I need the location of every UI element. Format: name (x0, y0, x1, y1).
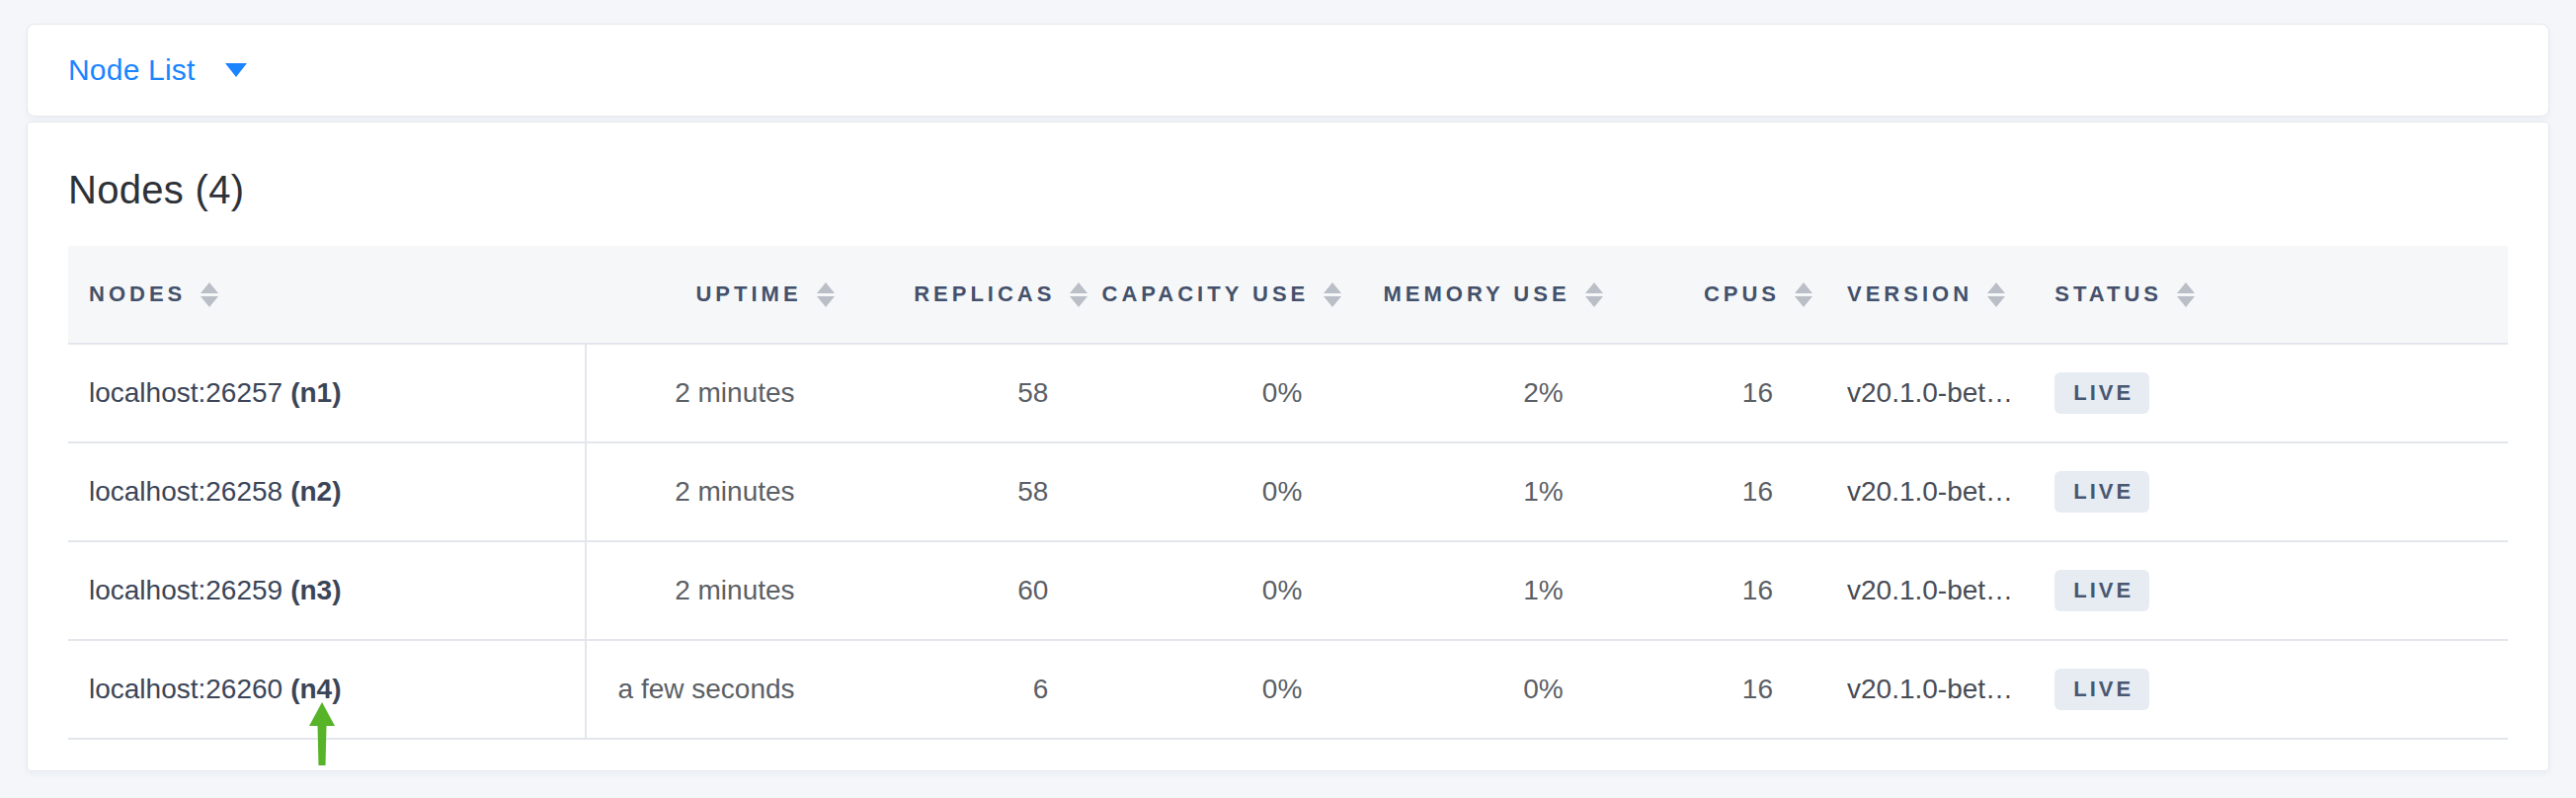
memory-use-cell: 1% (1341, 541, 1602, 640)
page-title: Nodes (4) (68, 122, 2508, 212)
uptime-cell: 2 minutes (586, 541, 835, 640)
nodes-table-body: localhost:26257 (n1) 2 minutes 58 0% 2% 1… (68, 344, 2508, 739)
cpus-cell: 16 (1603, 344, 1812, 442)
status-cell: LIVE (2032, 640, 2508, 739)
sort-icon (1585, 282, 1603, 307)
capacity-use-cell: 0% (1087, 640, 1341, 739)
capacity-use-cell: 0% (1087, 442, 1341, 541)
column-header-uptime[interactable]: UPTIME (586, 246, 835, 344)
column-label: NODES (89, 279, 186, 309)
replicas-cell: 60 (835, 541, 1088, 640)
sort-icon (2177, 282, 2195, 307)
sort-icon (1070, 282, 1087, 307)
column-header-status[interactable]: STATUS (2032, 246, 2508, 344)
version-cell: v20.1.0-bet… (1812, 640, 2032, 739)
column-label: CPUS (1704, 279, 1780, 309)
version-cell: v20.1.0-bet… (1812, 344, 2032, 442)
column-header-capacity-use[interactable]: CAPACITY USE (1087, 246, 1341, 344)
uptime-cell: a few seconds (586, 640, 835, 739)
node-address-cell: localhost:26259 (n3) (68, 541, 586, 640)
status-badge: LIVE (2054, 669, 2149, 710)
column-label: REPLICAS (914, 279, 1055, 309)
memory-use-cell: 0% (1341, 640, 1602, 739)
node-table-row: localhost:26259 (n3) 2 minutes 60 0% 1% 1… (68, 541, 2508, 640)
replicas-cell: 6 (835, 640, 1088, 739)
memory-use-cell: 2% (1341, 344, 1602, 442)
node-address-cell: localhost:26258 (n2) (68, 442, 586, 541)
sort-icon (1324, 282, 1341, 307)
table-header-row: NODES UPTIME REPLICAS (68, 246, 2508, 344)
capacity-use-cell: 0% (1087, 344, 1341, 442)
node-address-cell: localhost:26257 (n1) (68, 344, 586, 442)
node-address: localhost:26259 (89, 575, 282, 605)
uptime-cell: 2 minutes (586, 344, 835, 442)
cpus-cell: 16 (1603, 442, 1812, 541)
caret-down-icon (225, 63, 247, 77)
node-id: (n3) (290, 575, 341, 605)
nodes-card: Nodes (4) NODES UPTIME (27, 121, 2549, 771)
status-cell: LIVE (2032, 344, 2508, 442)
sort-icon (201, 282, 218, 307)
replicas-cell: 58 (835, 442, 1088, 541)
node-id: (n1) (290, 377, 341, 408)
column-label: VERSION (1847, 279, 1972, 309)
annotation-arrow-icon (309, 702, 335, 765)
node-table-row: localhost:26257 (n1) 2 minutes 58 0% 2% 1… (68, 344, 2508, 442)
view-selector-dropdown[interactable]: Node List (68, 53, 247, 87)
nodes-table: NODES UPTIME REPLICAS (68, 246, 2508, 740)
view-selector-bar: Node List (27, 24, 2549, 117)
uptime-cell: 2 minutes (586, 442, 835, 541)
memory-use-cell: 1% (1341, 442, 1602, 541)
status-badge: LIVE (2054, 471, 2149, 513)
column-label: STATUS (2054, 279, 2162, 309)
node-address-cell: localhost:26260 (n4) (68, 640, 586, 739)
capacity-use-cell: 0% (1087, 541, 1341, 640)
view-selector-label: Node List (68, 53, 196, 87)
cpus-cell: 16 (1603, 640, 1812, 739)
column-label: CAPACITY USE (1102, 279, 1310, 309)
column-header-cpus[interactable]: CPUS (1603, 246, 1812, 344)
column-label: UPTIME (695, 279, 801, 309)
column-label: MEMORY USE (1383, 279, 1570, 309)
version-cell: v20.1.0-bet… (1812, 442, 2032, 541)
node-address: localhost:26258 (89, 476, 282, 507)
column-header-replicas[interactable]: REPLICAS (835, 246, 1088, 344)
status-cell: LIVE (2032, 442, 2508, 541)
column-header-version[interactable]: VERSION (1812, 246, 2032, 344)
sort-icon (1795, 282, 1812, 307)
node-id: (n4) (290, 674, 341, 704)
version-cell: v20.1.0-bet… (1812, 541, 2032, 640)
page: Node List Nodes (4) NODES (0, 0, 2576, 798)
node-table-row: localhost:26258 (n2) 2 minutes 58 0% 1% 1… (68, 442, 2508, 541)
node-table-row: localhost:26260 (n4) a few seconds 6 0% 0… (68, 640, 2508, 739)
replicas-cell: 58 (835, 344, 1088, 442)
node-address: localhost:26257 (89, 377, 282, 408)
sort-icon (1987, 282, 2005, 307)
node-address: localhost:26260 (89, 674, 282, 704)
column-header-memory-use[interactable]: MEMORY USE (1341, 246, 1602, 344)
sort-icon (817, 282, 835, 307)
status-cell: LIVE (2032, 541, 2508, 640)
status-badge: LIVE (2054, 570, 2149, 611)
node-id: (n2) (290, 476, 341, 507)
column-header-nodes[interactable]: NODES (68, 246, 586, 344)
status-badge: LIVE (2054, 372, 2149, 414)
cpus-cell: 16 (1603, 541, 1812, 640)
